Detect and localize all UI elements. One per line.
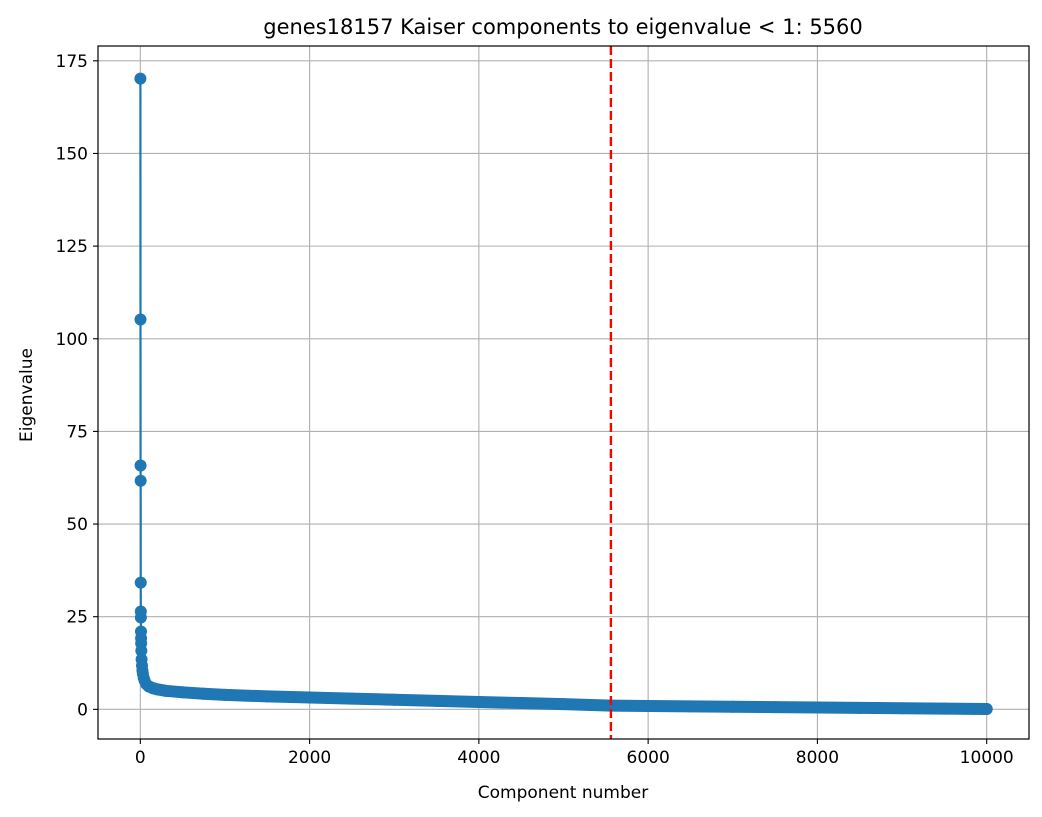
data-point [134, 611, 147, 624]
data-point [134, 459, 147, 472]
data-point [159, 684, 172, 697]
data-point [515, 697, 528, 710]
data-point [896, 702, 909, 715]
y-tick-label: 100 [56, 330, 88, 350]
grid [98, 46, 1029, 739]
data-point [176, 686, 189, 699]
y-axis-label: Eigenvalue [17, 348, 37, 442]
data-point [218, 688, 231, 701]
data-point [261, 690, 274, 703]
data-point [197, 687, 210, 700]
x-tick-label: 0 [135, 748, 146, 768]
data-point [345, 692, 358, 705]
eigenvalue-series [134, 72, 993, 715]
x-tick-label: 10000 [960, 748, 1014, 768]
x-axis: 0 2000 4000 6000 8000 10000 [135, 739, 1014, 768]
data-point [938, 702, 951, 715]
x-axis-label: Component number [478, 783, 648, 803]
chart-title: genes18157 Kaiser components to eigenval… [263, 15, 863, 39]
y-tick-label: 50 [66, 515, 88, 535]
y-tick-label: 175 [56, 52, 88, 72]
y-axis: 0 25 50 75 100 125 150 175 [56, 52, 98, 720]
data-point [134, 474, 147, 487]
data-point [642, 700, 655, 713]
data-point [980, 702, 993, 715]
data-point [303, 691, 316, 704]
data-point [134, 72, 147, 85]
x-tick-label: 2000 [288, 748, 331, 768]
y-tick-label: 25 [66, 608, 88, 628]
x-tick-label: 8000 [796, 748, 839, 768]
data-point [726, 700, 739, 713]
plot-frame [97, 45, 1030, 740]
plot-area [98, 46, 1029, 739]
data-point [811, 701, 824, 714]
data-point [684, 700, 697, 713]
data-point [604, 699, 617, 712]
x-tick-label: 6000 [627, 748, 670, 768]
data-point [853, 701, 866, 714]
data-point [134, 576, 147, 589]
y-tick-label: 125 [56, 237, 88, 257]
data-point [388, 693, 401, 706]
data-point [769, 701, 782, 714]
y-tick-label: 75 [66, 422, 88, 442]
y-tick-label: 0 [77, 700, 88, 720]
data-point [557, 698, 570, 711]
x-tick-label: 4000 [457, 748, 500, 768]
data-point [134, 313, 147, 326]
data-point [135, 644, 148, 657]
data-point [430, 694, 443, 707]
y-tick-label: 150 [56, 144, 88, 164]
data-point [472, 695, 485, 708]
